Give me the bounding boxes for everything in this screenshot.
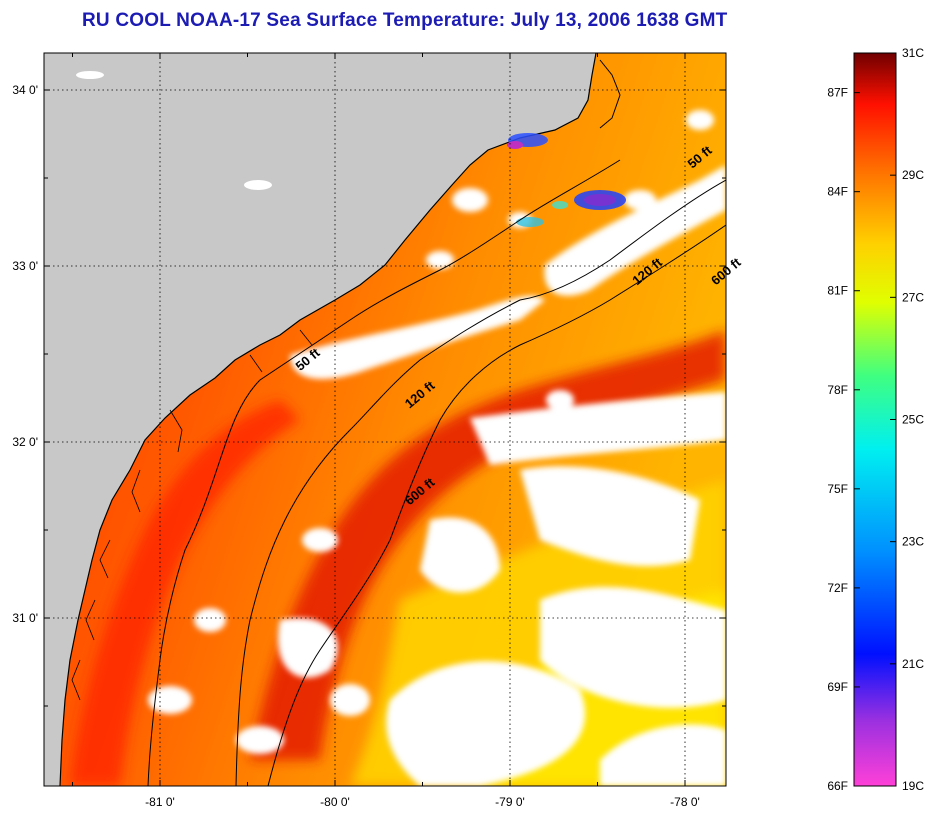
contour-50ft: [147, 159, 621, 786]
colorbar-f-label: 72F: [827, 581, 848, 595]
colorbar-f-label: 87F: [827, 86, 848, 100]
colorbar: 87F 84F 81F 78F 75F 72F 69F 66F 31C 29C 27C 25C 23C 2…: [827, 46, 924, 793]
colorbar-f-label: 75F: [827, 482, 848, 496]
land-area: [44, 53, 596, 786]
colorbar-c-label: 19C: [902, 779, 924, 793]
lon-tick-label: -81 0': [145, 795, 175, 809]
inland-patch: [244, 180, 272, 190]
colorbar-f-label: 81F: [827, 284, 848, 298]
bathymetry-contours: [147, 159, 726, 786]
lat-tick-label: 34 0': [12, 83, 38, 97]
cloud-cover: [148, 110, 726, 786]
coastal-inlets: [71, 329, 313, 701]
contour-600ft: [267, 224, 726, 786]
cold-patches: [507, 133, 626, 227]
colorbar-c-label: 27C: [902, 290, 924, 304]
colorbar-f-label: 66F: [827, 779, 848, 793]
barrier-island: [599, 59, 621, 129]
lon-tick-label: -78 0': [670, 795, 700, 809]
lon-tick-label: -80 0': [320, 795, 350, 809]
colorbar-f-label: 84F: [827, 185, 848, 199]
lat-tick-label: 31 0': [12, 611, 38, 625]
colorbar-gradient: [853, 52, 897, 787]
lat-tick-label: 32 0': [12, 435, 38, 449]
chart-title: RU COOL NOAA-17 Sea Surface Temperature:…: [82, 10, 728, 31]
lon-tick-label: -79 0': [495, 795, 525, 809]
colorbar-f-label: 78F: [827, 383, 848, 397]
nearshore-warm-band: [70, 400, 300, 786]
colorbar-c-label: 23C: [902, 535, 924, 549]
map-frame: [43, 52, 727, 787]
contour-120ft: [235, 179, 726, 786]
colorbar-c-label: 29C: [902, 168, 924, 182]
axis-ticks: 34 0' 33 0' 32 0' 31 0' -81 0' -80 0' -79 0' -7…: [12, 53, 726, 809]
lat-tick-label: 33 0': [12, 259, 38, 273]
colorbar-c-label: 21C: [902, 657, 924, 671]
colorbar-c-label: 31C: [902, 46, 924, 60]
graticule: [44, 53, 726, 786]
colorbar-c-label: 25C: [902, 413, 924, 427]
colorbar-f-label: 69F: [827, 680, 848, 694]
inland-patch-2: [76, 71, 104, 79]
